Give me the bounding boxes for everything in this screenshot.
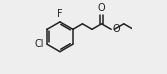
Text: O: O [113,24,120,34]
Text: F: F [57,9,63,19]
Text: O: O [98,3,105,13]
Text: Cl: Cl [35,39,44,49]
